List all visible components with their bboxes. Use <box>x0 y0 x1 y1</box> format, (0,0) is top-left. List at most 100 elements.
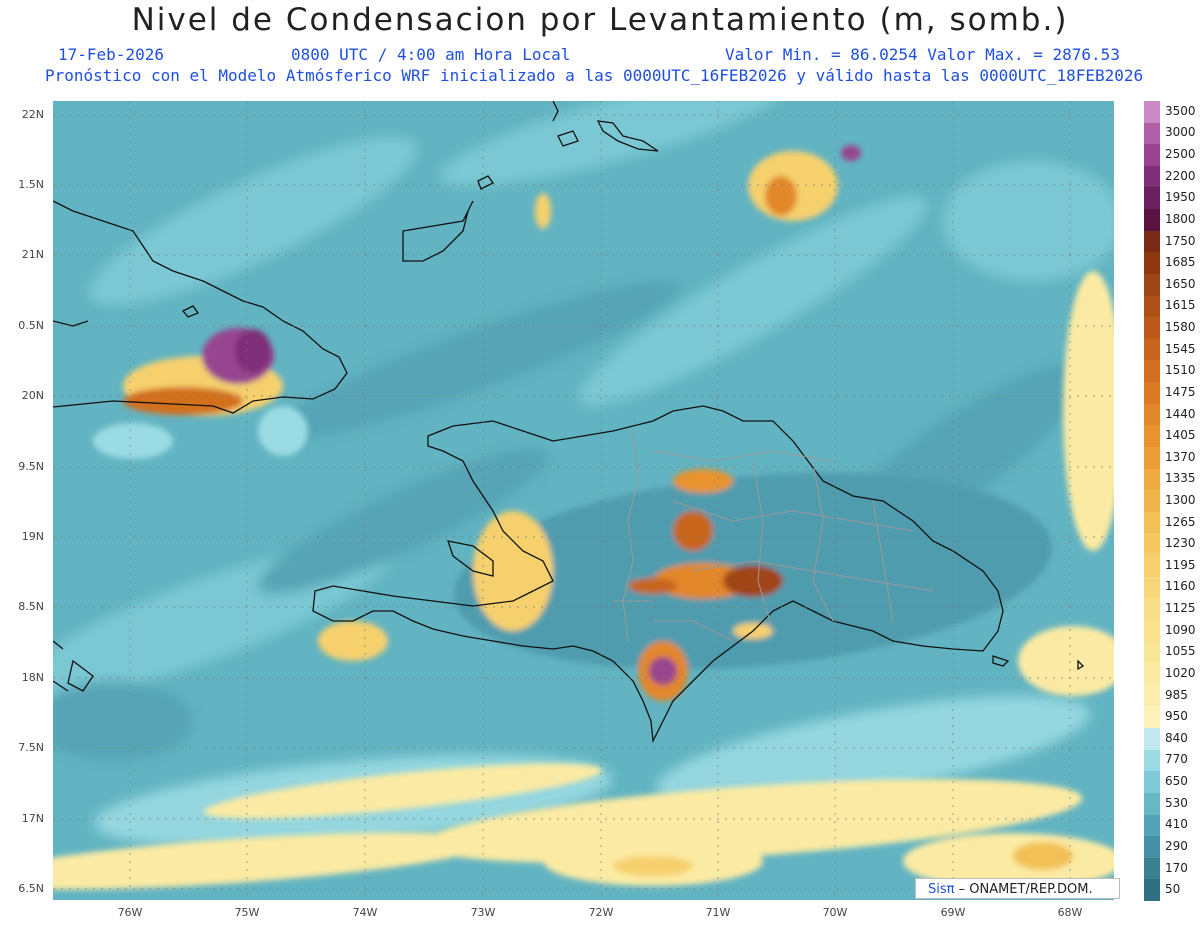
lon-tick-label: 76W <box>117 906 143 919</box>
colorbar-segment <box>1144 684 1160 707</box>
lon-tick-label: 68W <box>1057 906 1083 919</box>
colorbar-level-label: 985 <box>1165 687 1188 702</box>
colorbar-segment <box>1144 403 1160 426</box>
colorbar-segment <box>1144 273 1160 297</box>
colorbar-level-label: 1335 <box>1165 471 1196 486</box>
colorbar-level-label: 1405 <box>1165 428 1196 443</box>
colorbar-segment <box>1144 792 1160 815</box>
lat-tick-label: 19N <box>21 530 44 543</box>
lon-tick-label: 70W <box>822 906 848 919</box>
lon-tick-label: 75W <box>234 906 260 919</box>
lon-tick-label: 74W <box>352 906 378 919</box>
colorbar-level-label: 1950 <box>1165 190 1196 205</box>
colorbar-segment <box>1144 317 1160 340</box>
lat-tick-label: 6.5N <box>18 882 44 895</box>
colorbar-segment <box>1144 663 1160 686</box>
lat-tick-label: 18N <box>21 671 44 684</box>
colorbar-level-label: 50 <box>1165 882 1181 897</box>
colorbar-level-label: 1300 <box>1165 493 1196 507</box>
colorbar-segment <box>1144 879 1160 902</box>
colorbar-level-label: 2500 <box>1165 147 1196 162</box>
colorbar-segment <box>1144 295 1160 318</box>
colorbar-level-label: 1545 <box>1165 341 1196 356</box>
colorbar-segment <box>1144 511 1160 534</box>
colorbar-segment <box>1144 490 1160 513</box>
colorbar-level-label: 1580 <box>1165 320 1196 335</box>
colorbar-segment <box>1144 728 1160 751</box>
colorbar-level-label: 1800 <box>1165 211 1196 226</box>
colorbar-level-label: 770 <box>1165 752 1188 767</box>
colorbar-level-label: 840 <box>1165 730 1188 745</box>
map-title: Nivel de Condensacion por Levantamiento … <box>131 2 1069 38</box>
sispi-logo: Sisπ <box>928 882 955 897</box>
colorbar-level-label: 1650 <box>1165 276 1196 291</box>
colorbar-segment <box>1144 446 1160 470</box>
colorbar-segment <box>1144 338 1160 361</box>
forecast-date: 17-Feb-2026 <box>58 45 164 64</box>
colorbar-segment <box>1144 836 1160 859</box>
colorbar-level-label: 170 <box>1165 860 1188 875</box>
colorbar-level-label: 1615 <box>1165 298 1196 313</box>
colorbar-level-label: 1510 <box>1165 363 1196 378</box>
colorbar-level-label: 1750 <box>1165 233 1196 248</box>
colorbar-segment <box>1144 122 1160 145</box>
colorbar-level-label: 3000 <box>1165 125 1196 140</box>
lon-tick-label: 69W <box>940 906 966 919</box>
colorbar-segment <box>1144 165 1160 188</box>
colorbar-segment <box>1144 101 1160 124</box>
forecast-time: 0800 UTC / 4:00 am Hora Local <box>291 45 571 64</box>
model-info: Pronóstico con el Modelo Atmósferico WRF… <box>45 66 1144 85</box>
credit-box: Sisπ – ONAMET/REP.DOM. <box>915 878 1120 899</box>
colorbar-segment <box>1144 425 1160 448</box>
colorbar-level-label: 290 <box>1165 838 1188 853</box>
colorbar-level-label: 1230 <box>1165 536 1196 551</box>
lat-tick-label: 21N <box>21 248 44 261</box>
lon-tick-label: 72W <box>588 906 614 919</box>
colorbar-level-label: 950 <box>1165 709 1188 724</box>
colorbar-level-label: 1125 <box>1165 601 1196 616</box>
lon-tick-label: 73W <box>470 906 496 919</box>
colorbar-level-label: 1265 <box>1165 514 1196 529</box>
colorbar-level-label: 1055 <box>1165 644 1196 659</box>
colorbar-segment <box>1144 857 1160 880</box>
lcl-field-map <box>53 101 1114 900</box>
colorbar-segment <box>1144 533 1160 556</box>
colorbar-level-label: 1090 <box>1165 622 1196 637</box>
colorbar-segment <box>1144 555 1160 578</box>
colorbar-segment <box>1144 619 1160 643</box>
colorbar-segment <box>1144 598 1160 621</box>
lat-tick-label: 1.5N <box>18 178 44 191</box>
lat-tick-label: 22N <box>21 108 44 121</box>
colorbar-segment <box>1144 468 1160 491</box>
colorbar-segment <box>1144 144 1160 167</box>
credit-text: – ONAMET/REP.DOM. <box>958 882 1093 897</box>
colorbar-level-label: 1370 <box>1165 449 1196 464</box>
colorbar-segment <box>1144 230 1160 253</box>
colorbar-segment <box>1144 360 1160 383</box>
colorbar-level-label: 530 <box>1165 795 1188 810</box>
colorbar-level-label: 1685 <box>1165 255 1196 270</box>
colorbar-segment <box>1144 576 1160 599</box>
colorbar-level-label: 650 <box>1165 774 1188 789</box>
value-range: Valor Min. = 86.0254 Valor Max. = 2876.5… <box>725 45 1120 64</box>
colorbar-level-label: 410 <box>1165 817 1188 832</box>
colorbar-segment <box>1144 771 1160 794</box>
colorbar <box>1144 101 1160 902</box>
lat-tick-label: 9.5N <box>18 460 44 473</box>
colorbar-segment <box>1144 749 1160 772</box>
map-panel[interactable] <box>53 101 1114 900</box>
colorbar-segment <box>1144 187 1160 210</box>
colorbar-level-label: 2200 <box>1165 168 1196 183</box>
colorbar-level-label: 1160 <box>1165 579 1196 594</box>
colorbar-segment <box>1144 209 1160 232</box>
colorbar-segment <box>1144 641 1160 664</box>
colorbar-level-label: 1475 <box>1165 384 1196 399</box>
lon-tick-label: 71W <box>705 906 731 919</box>
colorbar-segment <box>1144 706 1160 729</box>
colorbar-segment <box>1144 382 1160 405</box>
lat-tick-label: 7.5N <box>18 741 44 754</box>
colorbar-level-label: 3500 <box>1165 103 1196 118</box>
lat-tick-label: 20N <box>21 389 44 402</box>
colorbar-segment <box>1144 814 1160 837</box>
lat-tick-label: 17N <box>21 812 44 825</box>
